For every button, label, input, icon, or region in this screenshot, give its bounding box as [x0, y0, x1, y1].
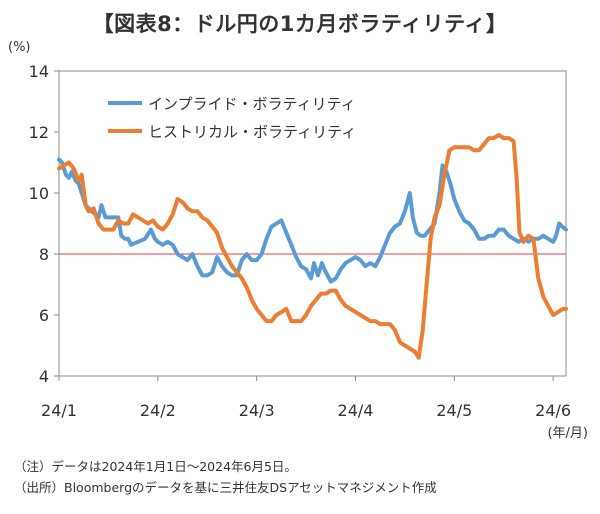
x-tick-label: 24/3 [239, 401, 275, 420]
x-tick-label: 24/1 [41, 401, 77, 420]
series-line-implied [57, 157, 568, 284]
y-tick-label: 4 [39, 367, 49, 386]
x-tick-label: 24/6 [535, 401, 571, 420]
chart-title: 【図表8：ドル円の1カ月ボラティリティ】 [92, 12, 508, 36]
legend-label: ヒストリカル・ボラティリティ [148, 123, 356, 141]
series-line-historical [57, 133, 568, 360]
y-tick-label: 6 [39, 306, 49, 325]
y-axis-unit-label: (%) [8, 40, 31, 55]
x-tick-label: 24/2 [140, 401, 176, 420]
x-tick-label: 24/4 [338, 401, 374, 420]
footnote-source: （出所）Bloombergのデータを基に三井住友DSアセットマネジメント作成 [14, 480, 437, 495]
plot-border [58, 70, 567, 377]
y-tick-label: 12 [29, 123, 49, 142]
y-tick-label: 14 [29, 62, 49, 81]
y-axis: 4 6 8 10 12 14 [29, 62, 59, 386]
plot-area [58, 70, 567, 377]
y-tick-label: 8 [39, 245, 49, 264]
y-tick-label: 10 [29, 184, 49, 203]
x-axis: 24/1 24/2 24/3 24/4 24/5 24/6 [41, 376, 571, 420]
series-lines [57, 133, 568, 360]
footnote-period: （注）データは2024年1月1日～2024年6月5日。 [14, 459, 297, 474]
x-tick-label: 24/5 [436, 401, 472, 420]
x-axis-unit-label: (年/月) [547, 426, 588, 441]
legend-label: インプライド・ボラティリティ [148, 95, 356, 113]
